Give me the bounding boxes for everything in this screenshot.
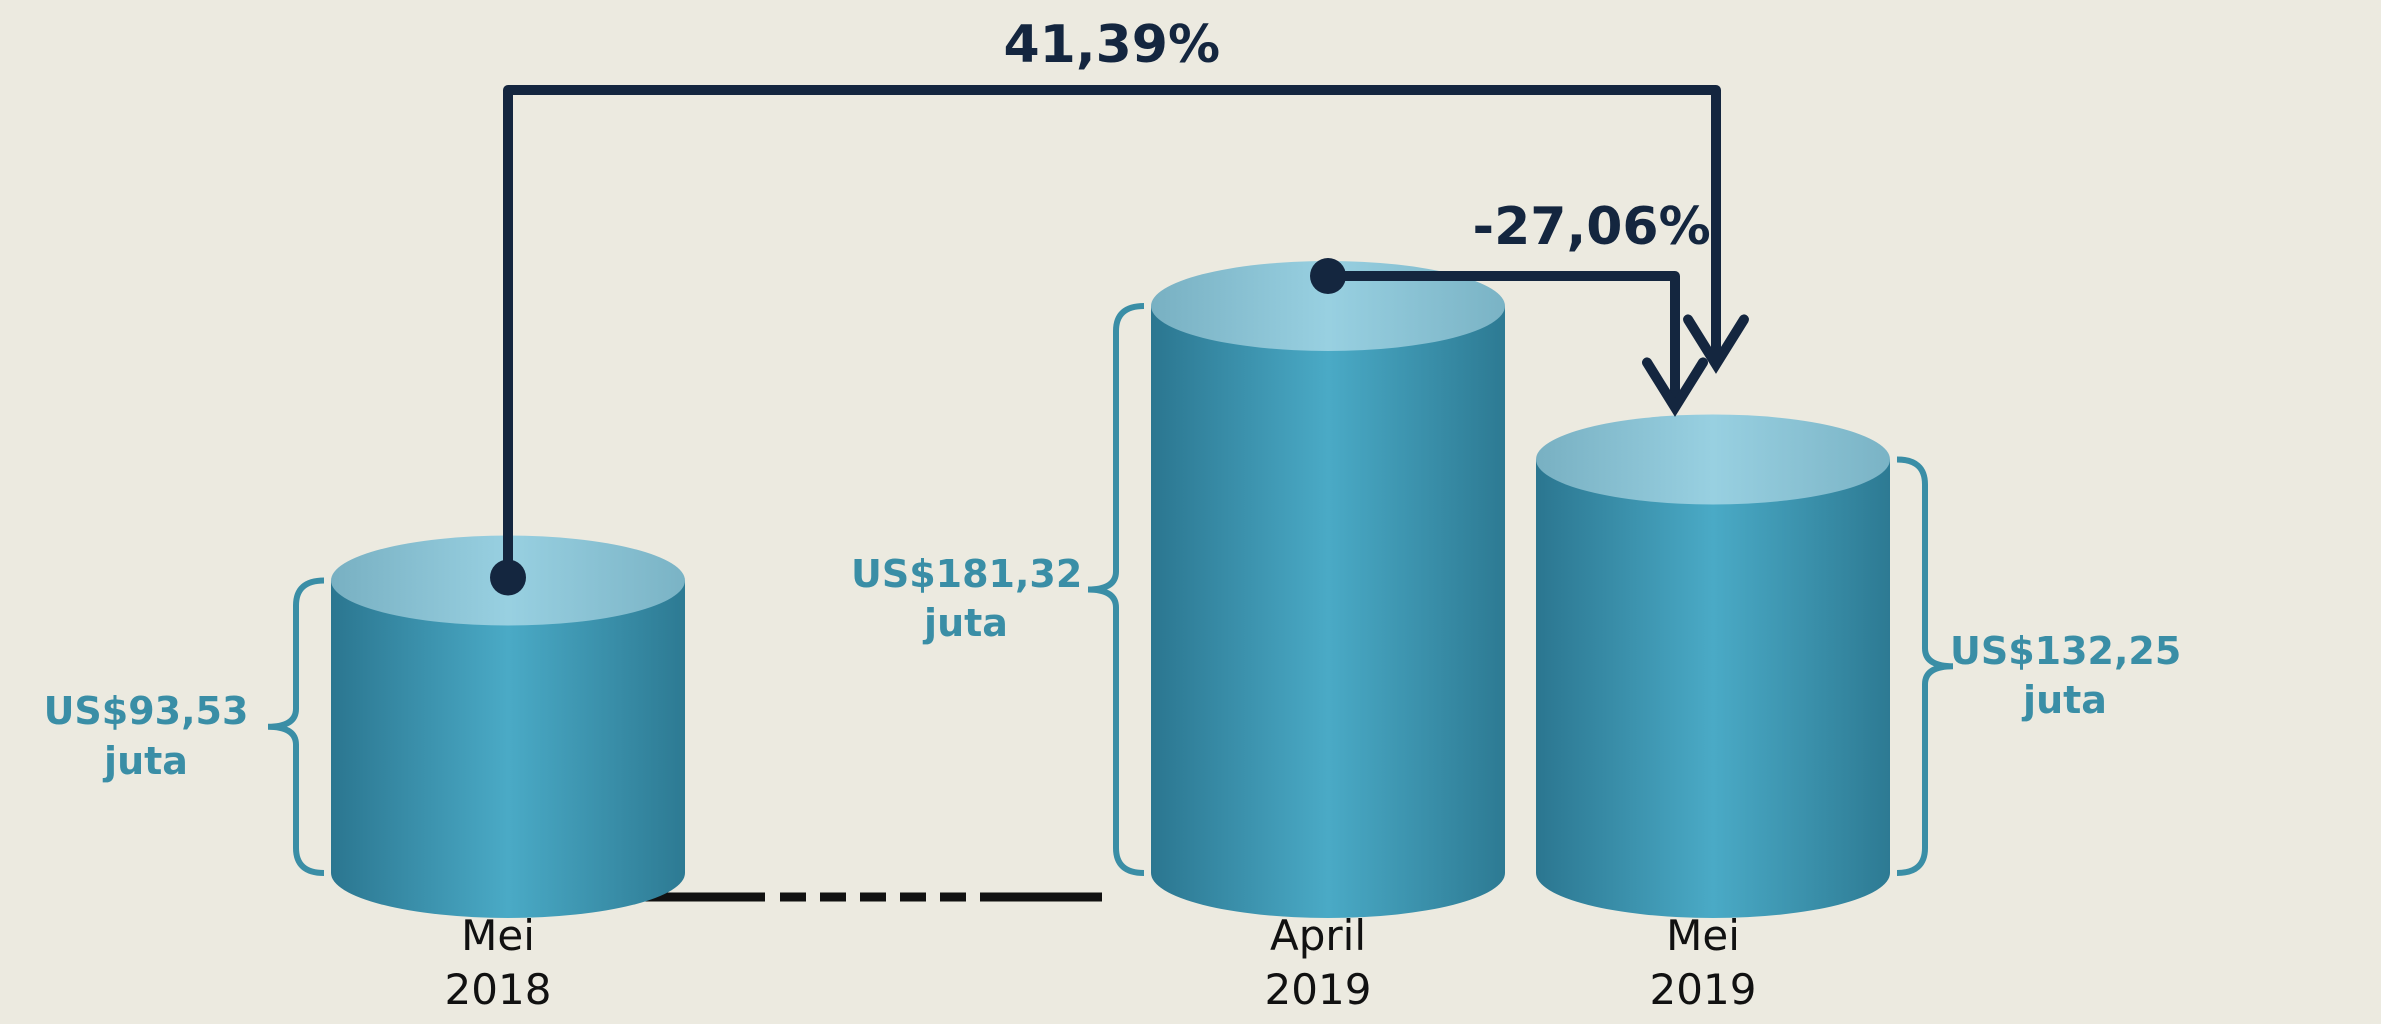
cylinder-body bbox=[1536, 459, 1890, 918]
cylinder-body bbox=[1151, 306, 1505, 918]
change-arrow bbox=[503, 85, 1721, 578]
change-label: 41,39% bbox=[1003, 15, 1221, 75]
arrow-head bbox=[1683, 314, 1749, 374]
change-arrow bbox=[1328, 271, 1680, 408]
value-label: US$181,32 juta bbox=[851, 552, 1083, 646]
cylinder-body bbox=[331, 580, 685, 918]
change-label: -27,06% bbox=[1472, 197, 1711, 257]
arrow-head bbox=[1642, 357, 1708, 417]
brace bbox=[1087, 303, 1145, 876]
brace bbox=[267, 577, 325, 876]
arrow-origin bbox=[1310, 258, 1346, 294]
x-category-label: Mei 2019 bbox=[1649, 910, 1757, 1015]
cylinder-top bbox=[1536, 414, 1890, 505]
x-category-label: Mei 2018 bbox=[444, 910, 552, 1015]
value-label: US$93,53 juta bbox=[43, 689, 249, 783]
cylinder-top bbox=[1151, 261, 1505, 351]
brace bbox=[1896, 456, 1954, 876]
arrow-origin bbox=[490, 559, 526, 596]
x-category-label: April 2019 bbox=[1264, 910, 1372, 1015]
value-label: US$132,25 juta bbox=[1950, 628, 2182, 723]
